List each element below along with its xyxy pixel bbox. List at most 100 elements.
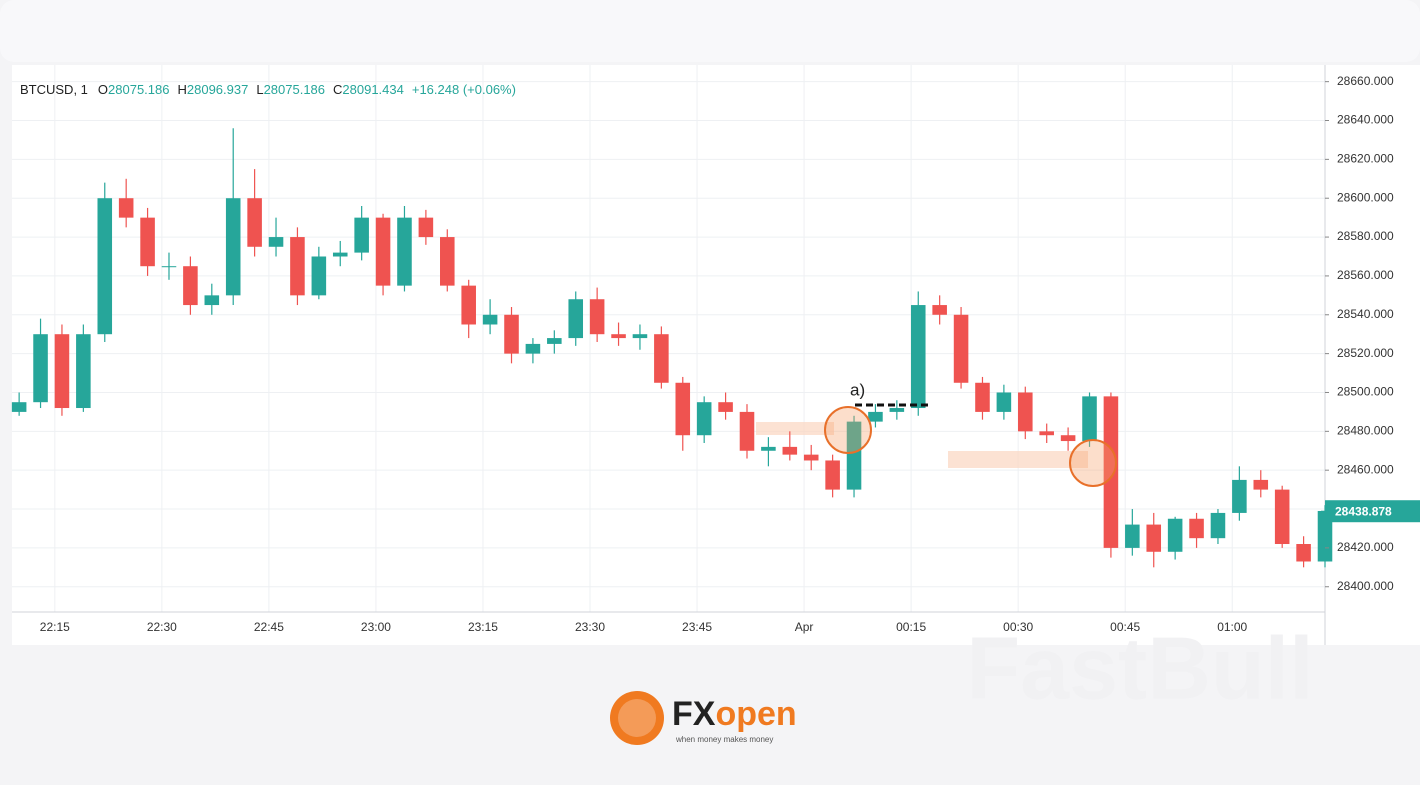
candle-body [932, 305, 947, 315]
candle-body [803, 454, 819, 461]
candle-body [953, 314, 969, 383]
y-tick-label: 28660.000 [1337, 74, 1394, 88]
candle-body [996, 392, 1012, 412]
change: +16.248 (+0.06%) [412, 82, 516, 97]
candle-body [1317, 510, 1333, 562]
x-tick-label: 00:45 [1110, 620, 1140, 634]
candle-body [311, 256, 327, 296]
last-price-box [1325, 500, 1420, 523]
highlight-circle [824, 406, 872, 454]
candle-body [611, 334, 626, 339]
x-tick-label: 23:45 [682, 620, 712, 634]
candle-body [1018, 392, 1033, 432]
annotation: a) [850, 380, 865, 399]
last-price-label: 28438.878 [1335, 504, 1392, 518]
candle-body [568, 299, 584, 339]
logo-text: FXopen [672, 695, 797, 733]
y-tick-label: 28520.000 [1337, 346, 1394, 360]
x-tick-label: 01:00 [1217, 620, 1247, 634]
candle-body [846, 421, 862, 490]
x-tick-label: Apr [795, 620, 814, 634]
candle-body [1232, 479, 1247, 513]
y-tick-label: 28420.000 [1337, 540, 1394, 554]
logo-icon-inner [618, 699, 656, 737]
candle-body [761, 446, 776, 451]
candle-body [1253, 479, 1269, 490]
candle-body [1146, 524, 1162, 552]
y-tick-label: 28460.000 [1337, 462, 1394, 476]
candle-body [76, 334, 91, 409]
x-tick-label: 00:30 [1003, 620, 1033, 634]
x-tick-label: 23:30 [575, 620, 605, 634]
ohlc-value: 28075.186 [108, 82, 169, 97]
y-tick-label: 28580.000 [1337, 229, 1394, 243]
candle-body [482, 314, 498, 325]
candle-body [975, 382, 990, 412]
candle-body [675, 382, 691, 436]
zone [756, 422, 834, 435]
logo-icon [610, 691, 664, 745]
candle-body [782, 446, 798, 455]
candle-body [910, 305, 926, 409]
candle-body [140, 217, 155, 267]
highlight-circle [1069, 439, 1117, 487]
symbol: BTCUSD, 1 [20, 82, 88, 97]
candle-body [1296, 544, 1311, 562]
candle-body [1189, 518, 1204, 539]
candle-body [290, 237, 305, 296]
zone [948, 451, 1088, 468]
candle-body [1210, 512, 1226, 539]
ohlc-value: 28091.434 [342, 82, 403, 97]
logo-open: open [715, 695, 796, 733]
candle-body [461, 285, 476, 325]
candle-body [33, 334, 48, 403]
candle-body [654, 334, 669, 383]
candle-body [354, 217, 369, 253]
logo-fx: FX [672, 695, 716, 733]
y-tick-label: 28560.000 [1337, 268, 1394, 282]
x-tick-label: 23:15 [468, 620, 498, 634]
candle-body [247, 198, 262, 247]
watermark: FastBull [966, 618, 1313, 717]
candle-body [1274, 489, 1290, 545]
candle-body [183, 266, 198, 306]
candle-body [1103, 396, 1119, 548]
ohlc-key: L [256, 82, 263, 97]
y-tick-label: 28500.000 [1337, 385, 1394, 399]
candle-body [11, 402, 27, 412]
candle-body [375, 217, 391, 286]
candle-body [589, 299, 605, 335]
candle-body [161, 266, 177, 268]
candle-body [504, 314, 519, 354]
candle-body [739, 411, 755, 451]
y-tick-label: 28600.000 [1337, 190, 1394, 204]
x-tick-label: 23:00 [361, 620, 391, 634]
candle-body [889, 408, 905, 412]
candle-body [332, 252, 348, 257]
top-bar [0, 0, 1420, 62]
candle-body [440, 237, 455, 286]
ohlc-value: 28096.937 [187, 82, 248, 97]
candle-body [397, 217, 412, 286]
candle-body [1039, 431, 1054, 436]
candle-body [225, 198, 241, 296]
candle-body [118, 198, 134, 218]
candle-body [632, 334, 648, 339]
ohlc-value: 28075.186 [264, 82, 325, 97]
x-tick-label: 00:15 [896, 620, 926, 634]
candle-body [97, 198, 113, 335]
ohlc-key: O [98, 82, 108, 97]
ohlc-header: BTCUSD, 1 O28075.186 H28096.937 L28075.186 C… [20, 82, 516, 97]
candle-body [868, 411, 883, 422]
candle-body [1167, 518, 1183, 552]
candle-body [268, 237, 284, 247]
candle-body [418, 217, 434, 238]
candle-body [1082, 396, 1097, 442]
x-tick-label: 22:15 [40, 620, 70, 634]
y-tick-label: 28400.000 [1337, 579, 1394, 593]
candle-body [696, 402, 712, 436]
candle-body [825, 460, 840, 490]
x-tick-label: 22:45 [254, 620, 284, 634]
